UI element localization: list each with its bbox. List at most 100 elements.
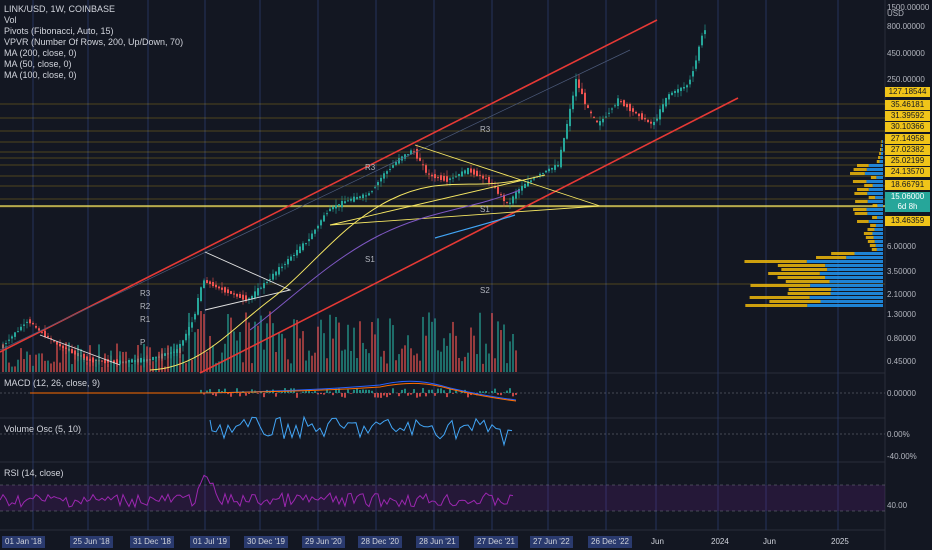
indicator-ma50[interactable]: MA (50, close, 0) bbox=[4, 59, 72, 69]
volume-bar bbox=[290, 363, 292, 372]
candle-body bbox=[662, 104, 664, 112]
volume-bar bbox=[53, 361, 55, 372]
candle-body bbox=[374, 187, 376, 189]
vpvr-up-bar bbox=[873, 236, 883, 239]
rsi-pane-label[interactable]: RSI (14, close) bbox=[4, 468, 64, 478]
candle-body bbox=[503, 194, 505, 202]
pivot-label: R3 bbox=[140, 289, 151, 298]
indicator-panes[interactable] bbox=[0, 380, 885, 512]
candle-body bbox=[281, 266, 283, 269]
candle-body bbox=[617, 98, 619, 106]
macd-histogram-bar bbox=[359, 390, 361, 393]
macd-histogram-bar bbox=[212, 393, 214, 395]
volume-bar bbox=[62, 348, 64, 372]
candle-body bbox=[584, 92, 586, 105]
vpvr-up-bar bbox=[875, 244, 883, 247]
candle-body bbox=[629, 103, 631, 112]
symbol-title[interactable]: LINK/USD, 1W, COINBASE bbox=[4, 4, 116, 14]
volume-bar bbox=[188, 312, 190, 372]
indicator-ma100[interactable]: MA (100, close, 0) bbox=[4, 70, 77, 80]
time-axis-label: 2025 bbox=[831, 537, 849, 546]
candle-body bbox=[362, 194, 364, 199]
volume-osc-pane-label[interactable]: Volume Osc (5, 10) bbox=[4, 424, 82, 434]
triangle-lines bbox=[329, 144, 601, 226]
volume-bar bbox=[227, 314, 229, 372]
volume-bar bbox=[404, 345, 406, 372]
vpvr-down-bar bbox=[878, 156, 881, 159]
candle-body bbox=[245, 295, 247, 302]
candle-body bbox=[470, 168, 472, 173]
volume-bar bbox=[38, 353, 40, 372]
candle-body bbox=[227, 289, 229, 294]
candle-body bbox=[701, 35, 703, 46]
candle-body bbox=[566, 123, 568, 139]
macd-histogram-bar bbox=[401, 389, 403, 393]
vpvr-up-bar bbox=[867, 200, 883, 203]
trend-line bbox=[39, 334, 121, 366]
volume-bar bbox=[476, 354, 478, 372]
candle-body bbox=[407, 154, 409, 156]
vpvr-up-bar bbox=[854, 252, 883, 255]
macd-histogram-bar bbox=[302, 391, 304, 393]
volume-bar bbox=[392, 325, 394, 372]
candle-body bbox=[26, 321, 28, 323]
volume-bar bbox=[500, 330, 502, 372]
volume-bar bbox=[17, 359, 19, 372]
macd-pane-label[interactable]: MACD (12, 26, close, 9) bbox=[4, 378, 101, 388]
pivot-label: S1 bbox=[365, 255, 375, 264]
vpvr-down-bar bbox=[850, 172, 865, 175]
candle-body bbox=[191, 322, 193, 328]
candle-body bbox=[638, 113, 640, 117]
vpvr-down-bar bbox=[788, 288, 832, 291]
indicator-vpvr[interactable]: VPVR (Number Of Rows, 200, Up/Down, 70) bbox=[4, 37, 184, 47]
macd-histogram-bar bbox=[515, 393, 517, 395]
volume-bar bbox=[467, 352, 469, 372]
price-axis-label: 0.80000 bbox=[887, 334, 916, 343]
candle-body bbox=[389, 169, 391, 171]
indicator-vol[interactable]: Vol bbox=[4, 15, 17, 25]
volume-bar bbox=[497, 321, 499, 372]
volume-bar bbox=[44, 360, 46, 372]
volume-bar bbox=[452, 321, 454, 372]
volume-bar bbox=[143, 343, 145, 372]
indicator-ma200[interactable]: MA (200, close, 0) bbox=[4, 48, 77, 58]
candle-body bbox=[674, 90, 676, 94]
volume-bar bbox=[59, 362, 61, 372]
vpvr-up-bar bbox=[820, 300, 883, 303]
macd-histogram-bar bbox=[512, 393, 514, 397]
candle-body bbox=[359, 196, 361, 199]
candle-body bbox=[488, 176, 490, 183]
volume-bar bbox=[152, 361, 154, 372]
time-axis-label: 30 Dec '19 bbox=[244, 536, 288, 548]
candle-body bbox=[11, 336, 13, 339]
vpvr-down-bar bbox=[881, 140, 883, 143]
time-axis-label: 2024 bbox=[711, 537, 729, 546]
vpvr-up-bar bbox=[876, 248, 883, 251]
macd-histogram-bar bbox=[278, 392, 280, 393]
candle-body bbox=[182, 340, 184, 346]
macd-histogram-bar bbox=[350, 393, 352, 394]
macd-histogram-bar bbox=[221, 391, 223, 393]
candle-body bbox=[608, 112, 610, 114]
candle-body bbox=[296, 249, 298, 256]
price-pane[interactable]: R3 R2 R1 P R3 S1 R3 S1 S2 bbox=[0, 19, 885, 374]
candle-body bbox=[593, 116, 595, 118]
vpvr-down-bar bbox=[857, 188, 869, 191]
candle-body bbox=[311, 233, 313, 240]
price-axis-label: 0.45000 bbox=[887, 357, 916, 366]
candle-body bbox=[86, 356, 88, 361]
volume-bar bbox=[179, 347, 181, 372]
macd-histogram-bar bbox=[218, 389, 220, 393]
volume-bar bbox=[254, 321, 256, 372]
candle-body bbox=[431, 174, 433, 177]
time-axis-label: 27 Jun '22 bbox=[530, 536, 573, 548]
macd-histogram-bar bbox=[452, 393, 454, 394]
price-axis-label: 250.00000 bbox=[887, 75, 925, 84]
candle-body bbox=[518, 188, 520, 194]
candle-body bbox=[515, 192, 517, 199]
price-axis-label: 3.50000 bbox=[887, 267, 916, 276]
volume-bar bbox=[65, 342, 67, 372]
indicator-pivots[interactable]: Pivots (Fibonacci, Auto, 15) bbox=[4, 26, 114, 36]
candle-body bbox=[455, 176, 457, 178]
